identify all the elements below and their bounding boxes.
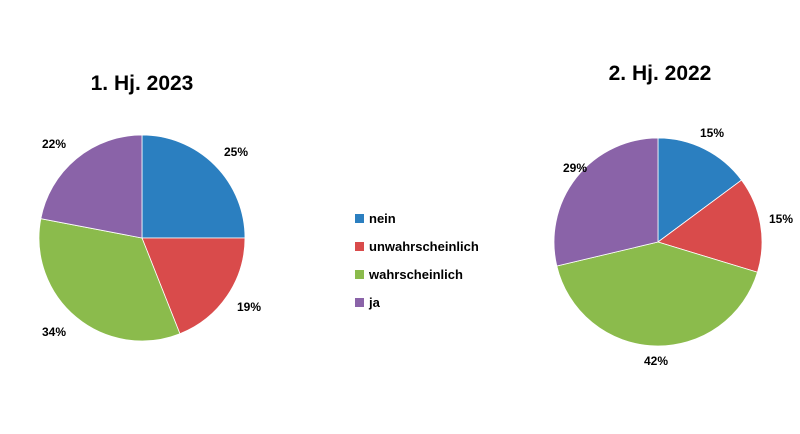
data-label-ja: 29% <box>562 161 588 175</box>
chart-title-1hj-2023: 1. Hj. 2023 <box>90 72 194 95</box>
legend-item-wahrscheinlich: wahrscheinlich <box>355 260 479 288</box>
data-label-nein: 25% <box>223 145 249 159</box>
legend-label: unwahrscheinlich <box>369 238 479 254</box>
legend-swatch-ja <box>355 297 364 307</box>
pie-slice-unwahrscheinlich <box>141 237 246 335</box>
pie-2hj-2022 <box>553 137 763 347</box>
pie-slice-ja <box>40 134 143 239</box>
legend-item-nein: nein <box>355 204 479 232</box>
chart-title-2hj-2022: 2. Hj. 2022 <box>608 62 712 85</box>
legend: nein unwahrscheinlich wahrscheinlich ja <box>355 204 479 316</box>
data-label-nein: 15% <box>699 126 725 140</box>
legend-item-unwahrscheinlich: unwahrscheinlich <box>355 232 479 260</box>
data-label-wahrscheinlich: 42% <box>643 354 669 368</box>
legend-item-ja: ja <box>355 288 479 316</box>
legend-swatch-wahrscheinlich <box>355 269 364 279</box>
pie-slice-wahrscheinlich <box>556 241 758 347</box>
legend-label: wahrscheinlich <box>369 266 463 282</box>
legend-swatch-nein <box>355 213 364 223</box>
data-label-ja: 22% <box>41 137 67 151</box>
data-label-unwahrscheinlich: 19% <box>236 300 262 314</box>
pie-slice-ja <box>553 137 659 267</box>
pie-slice-unwahrscheinlich <box>657 179 763 273</box>
data-label-unwahrscheinlich: 15% <box>768 212 794 226</box>
legend-swatch-unwahrscheinlich <box>355 241 364 251</box>
pie-1hj-2023 <box>38 134 246 342</box>
data-label-wahrscheinlich: 34% <box>41 325 67 339</box>
pie-slice-wahrscheinlich <box>38 218 181 342</box>
pie-slice-nein <box>657 137 743 243</box>
legend-label: nein <box>369 210 396 226</box>
pie-slice-nein <box>141 134 246 239</box>
legend-label: ja <box>369 294 380 310</box>
